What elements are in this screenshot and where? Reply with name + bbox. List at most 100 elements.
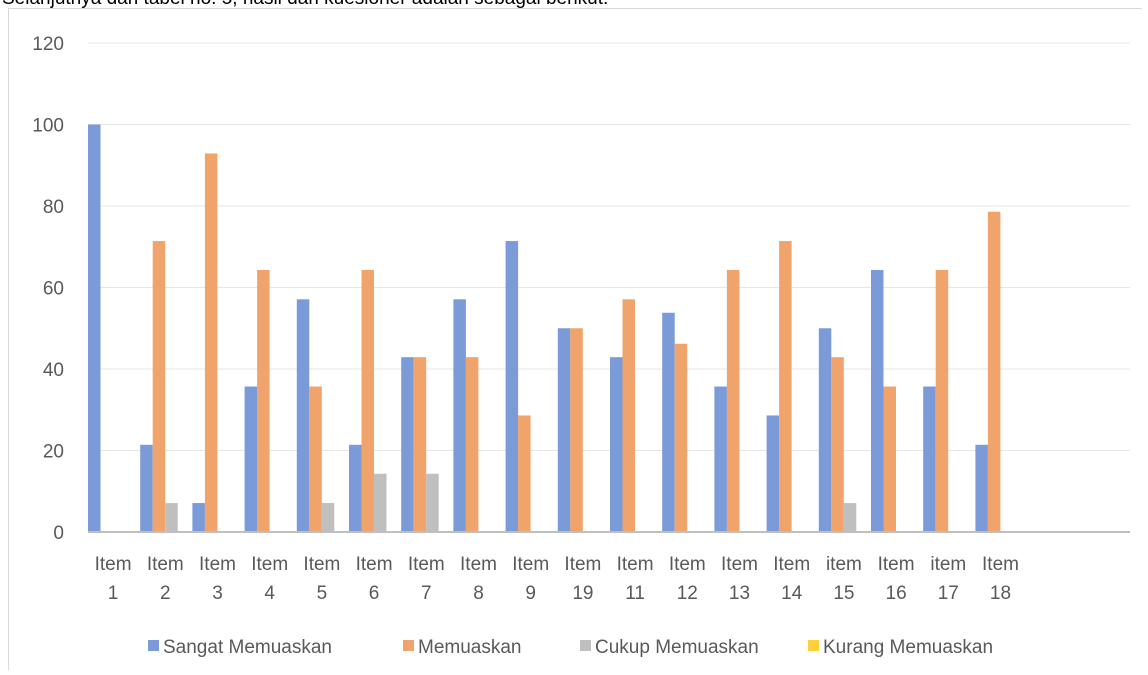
x-tick-label-line: 9 [525,583,536,604]
bar [987,211,1001,532]
x-tick-label-line: 16 [886,583,907,604]
x-tick-label-line: 8 [473,583,484,604]
legend-label: Memuaskan [418,637,522,658]
bar [257,269,270,532]
bar [505,241,519,533]
y-tick-label: 40 [43,360,64,381]
x-tick-label-line: Item [617,554,654,575]
x-tick-label-line: 19 [572,583,593,604]
bar [518,415,531,532]
bar [622,299,635,532]
x-tick-label-line: Item [356,554,393,575]
y-tick-label: 120 [32,34,64,55]
bar [204,153,218,532]
bar [714,386,727,532]
bar [296,299,310,532]
x-tick-label: Item 16 [878,554,915,604]
x-tick-label: Item 4 [251,554,288,604]
x-tick-label: Item 8 [460,554,497,604]
legend-swatch [148,640,159,651]
x-tick-label-line: Item [564,554,601,575]
legend-label: Kurang Memuaskan [823,637,993,658]
bar [662,312,675,532]
bar [779,241,792,533]
legend: Sangat Memuaskan Memuaskan Cukup Memuaskan… [148,637,993,658]
x-tick-label: Item 6 [356,554,393,604]
x-tick-label-line: 15 [833,583,854,604]
x-tick-label: Item 2 [147,554,184,604]
legend-swatch [580,640,591,651]
x-tick-label-line: Item [721,554,758,575]
x-tick-label: Item 1 [95,554,132,604]
x-tick-label-line: Item [773,554,810,575]
bar [674,343,688,532]
x-tick-label-line: 12 [677,583,698,604]
x-tick-label-line: 17 [938,583,959,604]
legend-label: Cukup Memuaskan [595,637,759,658]
bar [726,269,740,532]
x-tick-label-line: Item [982,554,1019,575]
x-tick-label: item 15 [826,554,862,604]
x-tick-label: Item 14 [773,554,810,604]
bar [413,357,427,532]
bar [244,386,258,532]
bar [871,269,884,532]
legend-item: Cukup Memuaskan [580,637,759,658]
bar [165,503,178,532]
y-tick-label: 0 [53,523,64,544]
bar [426,473,439,532]
x-tick-label-line: 11 [625,583,645,604]
gridlines [88,42,1130,451]
bar [818,328,832,532]
bar [935,269,949,532]
x-tick-label-line: Item [512,554,549,575]
bar [401,357,414,532]
x-tick-label-line: item [826,554,862,575]
x-tick-label: Item 18 [982,554,1019,604]
bar [557,328,571,532]
bar [88,124,101,532]
x-tick-label-line: Item [95,554,132,575]
bar [309,386,322,532]
x-tick-label: Item 13 [721,554,758,604]
chart-frame [8,8,1142,670]
legend-swatch [403,640,414,651]
x-tick-label-line: Item [199,554,236,575]
y-tick-label: 60 [43,279,64,300]
bar [831,357,844,532]
x-tick-label: Item 9 [512,554,549,604]
x-tick-label-line: Item [878,554,915,575]
y-tick-label: 80 [43,197,64,218]
caption-text: Selanjutnya dari tabel no. 5, hasil dari… [2,0,1142,12]
x-tick-label: Item 12 [669,554,706,604]
bar [152,241,166,533]
x-tick-label: Item 3 [199,554,236,604]
bar [140,444,153,532]
x-tick-label: item 17 [930,554,966,604]
bar [349,444,362,532]
x-tick-label-line: 14 [781,583,803,604]
legend-item: Memuaskan [403,637,522,658]
bar [766,415,780,532]
x-tick-label-line: 6 [369,583,380,604]
x-tick-label-line: 18 [990,583,1011,604]
bar [361,269,374,532]
x-axis-ticks: Item 1 Item 2 Item 3 Item 4 Item 5 Item 6 Item 7 Item 8… [95,554,1019,604]
bar [192,503,205,532]
x-tick-label-line: 13 [729,583,750,604]
x-tick-label-line: 3 [212,583,223,604]
x-tick-label-line: 5 [317,583,328,604]
x-tick-label: Item 5 [303,554,340,604]
y-tick-label: 20 [43,442,64,463]
bar [374,473,387,532]
x-tick-label-line: Item [303,554,340,575]
x-tick-label-line: 4 [264,583,275,604]
x-tick-label-line: 7 [421,583,432,604]
x-tick-label-line: Item [147,554,184,575]
bar [465,357,479,532]
x-tick-label-line: 2 [160,583,171,604]
bar [453,299,466,532]
x-tick-label-line: Item [251,554,288,575]
x-tick-label: Item 19 [564,554,601,604]
bar [923,386,936,532]
